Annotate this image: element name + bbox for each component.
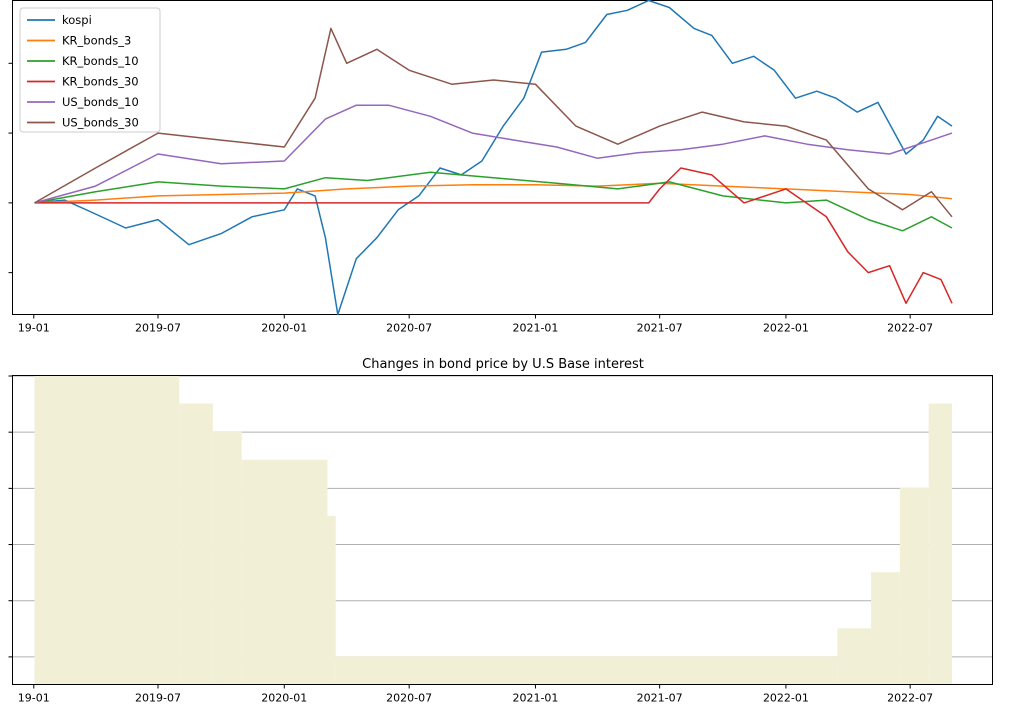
rate-step	[871, 572, 900, 685]
series-line-kr-bonds-30	[34, 167, 953, 305]
series-line-kospi	[34, 0, 953, 316]
top-x-tick-label: 2019-07	[135, 322, 181, 335]
series-line-us-bonds-10	[34, 104, 953, 204]
legend-label: US_bonds_30	[62, 116, 139, 130]
bottom-x-ticks: 19-01 2019-07 2020-01 2020-07 2021-01 2021-07…	[18, 684, 933, 705]
legend-label: KR_bonds_10	[62, 54, 139, 68]
legend-label: US_bonds_10	[62, 95, 139, 109]
legend-label: kospi	[62, 13, 92, 27]
bottom-x-tick-label: 2021-01	[512, 692, 558, 705]
legend: kospi KR_bonds_3 KR_bonds_10 KR_bonds_30 US_…	[19, 7, 161, 133]
top-x-tick-label: 2022-07	[887, 322, 933, 335]
top-x-tick-label: 2021-01	[512, 322, 558, 335]
bottom-plot-frame	[12, 375, 993, 685]
rate-step	[335, 656, 838, 685]
bottom-rate-steps	[34, 375, 953, 685]
bottom-x-tick-label: 2020-01	[261, 692, 307, 705]
series-line-us-bonds-30	[34, 27, 953, 218]
series-line-kr-bonds-3	[34, 182, 953, 204]
top-x-tick-label: 19-01	[18, 322, 50, 335]
top-y-ticks	[8, 62, 13, 274]
bottom-chart-title: Changes in bond price by U.S Base intere…	[362, 357, 644, 372]
bottom-x-tick-label: 19-01	[18, 692, 50, 705]
bottom-area-chart: Changes in bond price by U.S Base intere…	[8, 357, 993, 705]
rate-step	[928, 403, 953, 685]
rate-step	[241, 459, 328, 685]
rate-step	[327, 515, 336, 685]
legend-frame	[19, 7, 161, 133]
legend-label: KR_bonds_3	[62, 34, 131, 48]
top-x-tick-label: 2020-01	[261, 322, 307, 335]
bottom-y-ticks	[8, 375, 13, 658]
top-series-group	[34, 0, 953, 316]
rate-step	[899, 487, 929, 685]
rate-step	[179, 403, 213, 685]
top-x-tick-label: 2021-07	[637, 322, 683, 335]
bottom-x-tick-label: 2022-07	[887, 692, 933, 705]
top-line-chart: 19-01 2019-07 2020-01 2020-07 2021-01 2021-07…	[8, 0, 993, 335]
bottom-x-tick-label: 2019-07	[135, 692, 181, 705]
rate-step	[837, 628, 872, 685]
top-x-tick-label: 2022-01	[763, 322, 809, 335]
bottom-x-tick-label: 2021-07	[637, 692, 683, 705]
top-x-tick-label: 2020-07	[386, 322, 432, 335]
top-x-ticks: 19-01 2019-07 2020-01 2020-07 2021-01 2021-07…	[18, 314, 933, 335]
rate-step	[34, 375, 180, 685]
rate-step	[212, 431, 242, 685]
bottom-x-tick-label: 2022-01	[763, 692, 809, 705]
legend-label: KR_bonds_30	[62, 75, 139, 89]
series-line-kr-bonds-10	[34, 171, 953, 232]
bottom-x-tick-label: 2020-07	[386, 692, 432, 705]
